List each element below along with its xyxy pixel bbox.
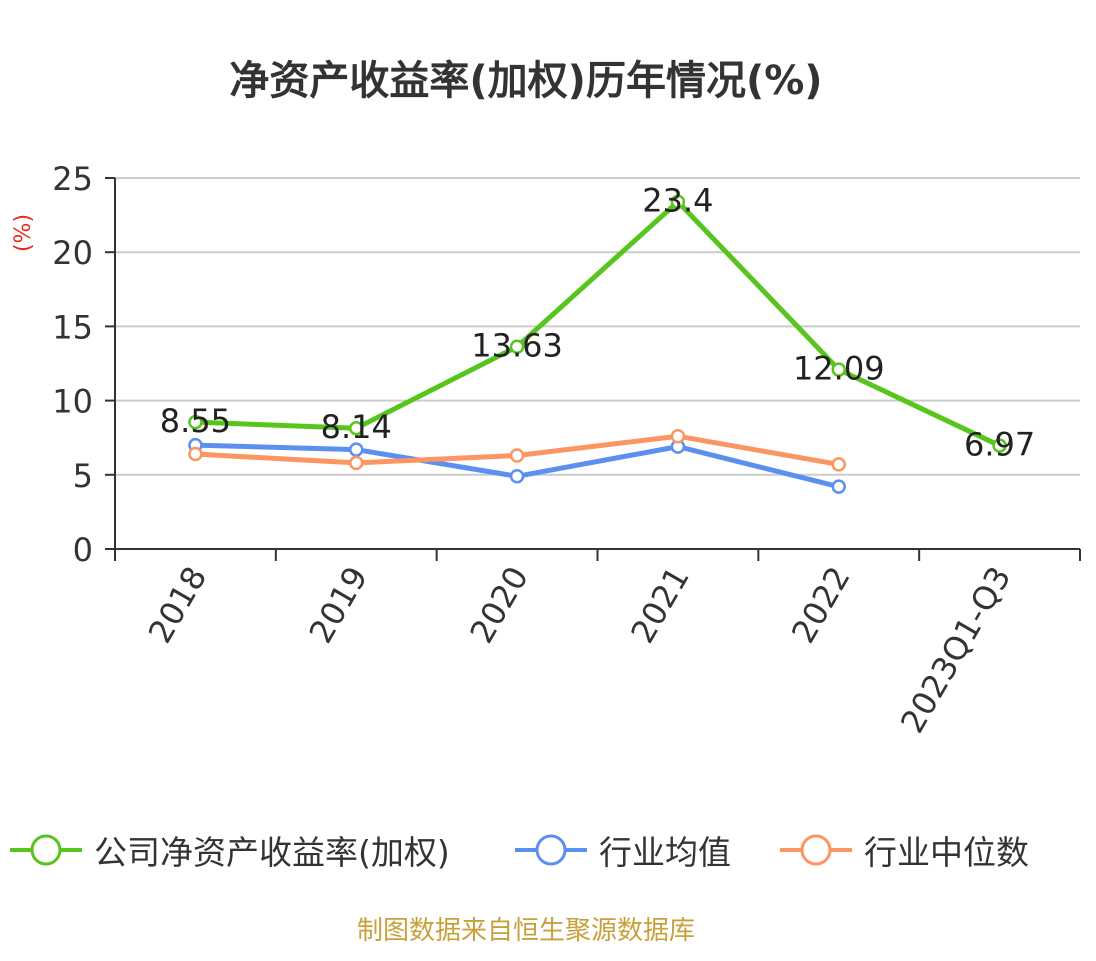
legend-marker-icon [780,834,852,866]
legend-marker-icon [10,834,82,866]
legend-label: 行业均值 [599,833,731,872]
series-lines [188,194,1007,494]
legend-item[interactable]: 行业均值 [515,820,731,880]
data-label: 13.63 [471,327,563,365]
y-tick-label: 10 [52,383,93,421]
legend-label: 公司净资产收益率(加权) [94,833,450,872]
data-label: 8.14 [321,408,392,446]
data-point [188,446,203,462]
data-point [670,194,686,209]
x-tick-label: 2023Q1-Q3 [893,560,1019,739]
data-point [831,362,846,377]
chart-title: 净资产收益率(加权)历年情况(%) [229,58,823,104]
data-label: 8.55 [160,402,231,440]
y-axis-label: (%) [11,214,36,252]
data-point [349,420,364,436]
data-label: 23.4 [642,182,713,220]
x-tick-label: 2021 [623,560,697,650]
data-labels: 8.55 8.14 13.63 23.4 12.09 6.97 [160,182,1035,464]
line-chart: 0 5 10 15 20 25 (%) 2018 2019 2020 2021 2022 2023Q1-… [11,160,1081,739]
data-point [349,442,364,457]
y-tick-label: 25 [52,160,93,198]
data-point [831,479,846,494]
data-point [509,339,525,354]
y-tick-label: 0 [73,531,93,569]
data-point [509,448,525,463]
data-point [992,438,1007,453]
legend-marker-icon [515,834,587,866]
x-tick-label: 2018 [141,560,215,650]
data-point [188,414,203,430]
data-point [349,455,364,471]
data-point [670,428,686,444]
y-tick-label: 20 [52,234,93,272]
y-tick-label: 15 [52,308,93,346]
y-tick-label: 5 [73,457,93,495]
legend: 公司净资产收益率(加权) 行业均值 行业中位数 [0,820,1096,880]
data-label: 12.09 [793,350,885,388]
x-tick-label: 2020 [462,560,536,650]
series-line [195,199,1001,448]
grid-lines [115,177,1080,476]
x-tick-label: 2019 [302,560,376,650]
data-point [509,469,525,484]
data-point [831,457,846,472]
data-label: 6.97 [964,426,1035,464]
legend-item[interactable]: 行业中位数 [780,820,1029,880]
source-note: 制图数据来自恒生聚源数据库 [356,916,695,946]
legend-label: 行业中位数 [864,833,1029,872]
legend-item[interactable]: 公司净资产收益率(加权) [10,820,450,880]
x-tick-label: 2022 [784,560,858,650]
